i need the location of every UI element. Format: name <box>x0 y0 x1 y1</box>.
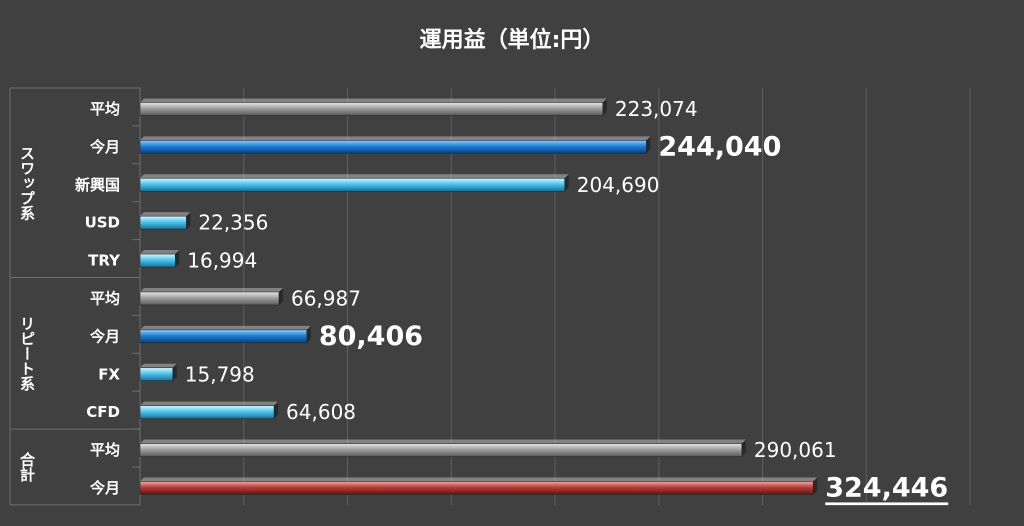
data-label: 80,406 <box>319 321 423 352</box>
bar-side-face <box>172 363 177 381</box>
data-label: 223,074 <box>615 97 698 121</box>
category-label: TRY <box>88 252 121 270</box>
data-label: 22,356 <box>198 211 268 235</box>
chart-title: 運用益（単位:円） <box>420 27 605 53</box>
data-label: 15,798 <box>185 362 255 386</box>
bar <box>139 253 176 268</box>
data-label: 204,690 <box>577 173 660 197</box>
bar <box>139 443 743 457</box>
bar-side-face <box>646 136 651 154</box>
bar-side-face <box>602 98 607 116</box>
bar-top-face <box>140 287 283 292</box>
category-label: 今月 <box>89 479 120 497</box>
bar <box>139 291 280 306</box>
bar-side-face <box>564 174 569 192</box>
bar-top-face <box>140 174 569 179</box>
bar-side-face <box>186 212 191 230</box>
bar-top-face <box>140 439 746 444</box>
category-label: 今月 <box>89 138 120 156</box>
category-label: 今月 <box>89 327 120 345</box>
category-label: 平均 <box>90 100 120 118</box>
group-label: スワップ系 <box>18 145 36 221</box>
category-label: USD <box>85 214 120 232</box>
bar <box>139 140 647 154</box>
bar-top-face <box>140 325 311 330</box>
data-label: 290,061 <box>754 438 837 462</box>
category-label: FX <box>98 365 120 383</box>
bar <box>139 329 308 344</box>
bar-top-face <box>140 98 607 103</box>
category-label: 平均 <box>90 289 120 307</box>
bar <box>139 405 275 419</box>
bar <box>139 102 604 116</box>
bar-side-face <box>175 250 180 268</box>
category-label: 新興国 <box>75 176 120 194</box>
data-label: 16,994 <box>187 249 257 273</box>
bar <box>139 215 187 230</box>
group-label: リピート系 <box>18 316 36 392</box>
bar-top-face <box>140 363 177 368</box>
bar-top-face <box>140 136 651 141</box>
bar <box>139 177 566 192</box>
category-label: 平均 <box>90 441 120 459</box>
bar <box>139 481 814 495</box>
bar-side-face <box>278 287 283 305</box>
bar-side-face <box>741 439 746 457</box>
bar-top-face <box>140 477 818 482</box>
data-label: 324,446 <box>825 472 948 503</box>
category-label: CFD <box>86 403 120 421</box>
bar-top-face <box>140 401 279 406</box>
bar-side-face <box>274 401 279 419</box>
data-label: 244,040 <box>658 131 781 162</box>
bar-side-face <box>306 325 311 343</box>
bar-side-face <box>813 477 818 495</box>
data-label: 66,987 <box>291 286 361 310</box>
bar-top-face <box>140 250 180 255</box>
group-label: 合計 <box>18 451 36 483</box>
data-label: 64,608 <box>286 400 356 424</box>
bar <box>139 367 174 382</box>
bar-top-face <box>140 212 191 217</box>
